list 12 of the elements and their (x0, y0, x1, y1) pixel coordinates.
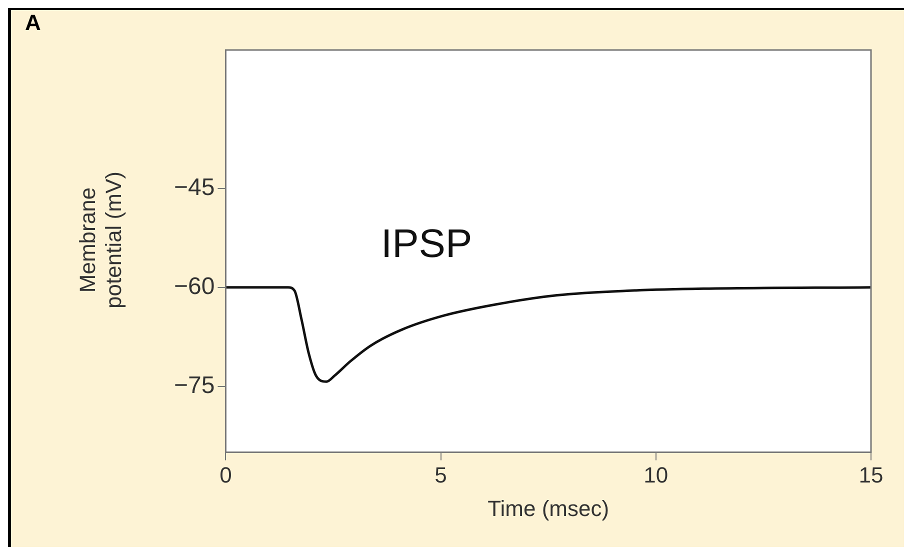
x-tick-label: 0 (220, 462, 232, 488)
y-axis-title: Membrane potential (mV) (75, 172, 127, 308)
x-tick-label: 10 (644, 462, 668, 488)
x-tick-label: 5 (434, 462, 447, 488)
y-tick-label: −45 (174, 174, 215, 202)
line-series (226, 286, 871, 383)
x-axis-title: Time (msec) (488, 496, 610, 521)
y-tick-label: −60 (174, 272, 215, 300)
text: A (25, 10, 41, 36)
annotation: IPSP (381, 222, 472, 267)
y-tick-label: −75 (174, 372, 215, 399)
x-tick-label: 15 (858, 462, 884, 488)
